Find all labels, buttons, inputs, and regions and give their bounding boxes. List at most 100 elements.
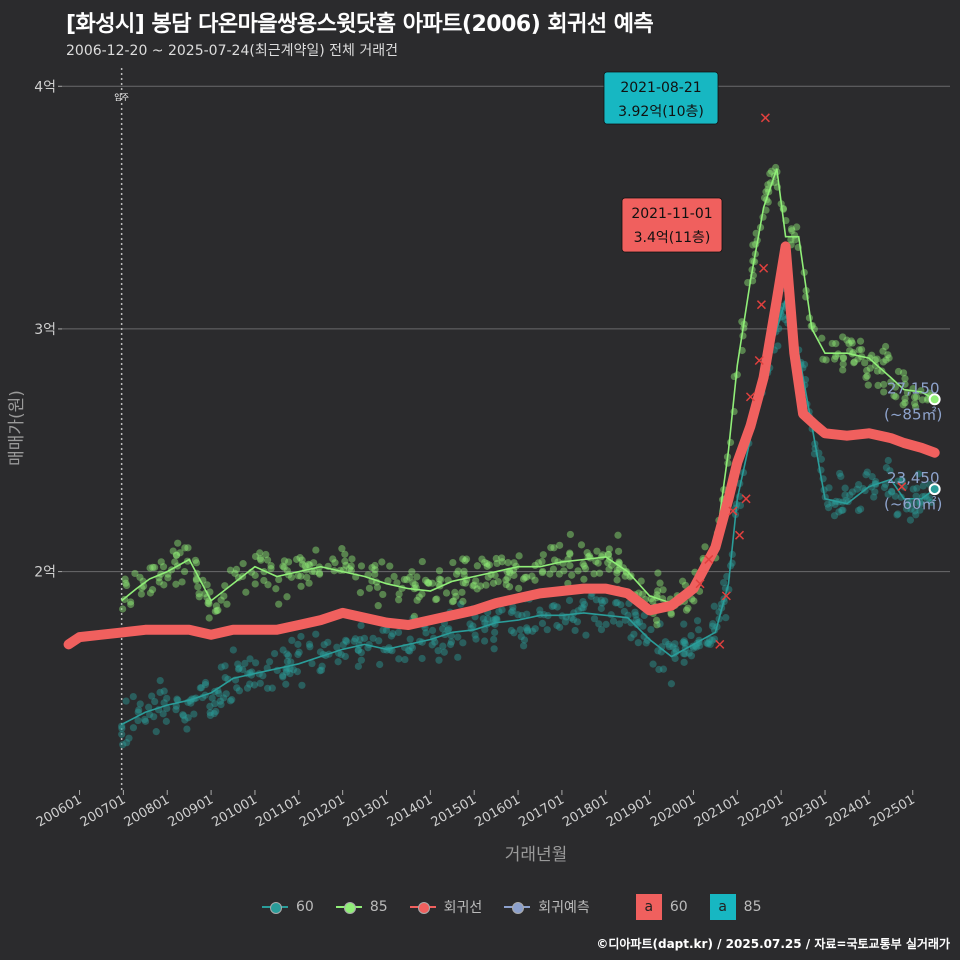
scatter-point-60 <box>333 643 341 651</box>
legend-label-60: 60 <box>296 899 314 915</box>
scatter-point-85 <box>866 364 874 372</box>
scatter-point-85 <box>868 351 876 359</box>
scatter-point-60 <box>655 665 663 674</box>
scatter-point-85 <box>880 380 888 389</box>
scatter-point-85 <box>221 582 229 590</box>
scatter-point-85 <box>864 381 872 389</box>
scatter-point-85 <box>205 600 213 608</box>
scatter-point-60 <box>472 635 480 643</box>
scatter-point-85 <box>220 592 228 600</box>
x-tick-label: 200601 <box>34 792 84 830</box>
scatter-point-60 <box>394 628 403 637</box>
scatter-point-85 <box>461 557 469 565</box>
scatter-point-85 <box>637 577 645 585</box>
scatter-point-85 <box>613 576 621 584</box>
x-tick-label: 202301 <box>780 792 830 830</box>
scatter-point-60 <box>571 626 579 635</box>
scatter-point-60 <box>234 660 242 668</box>
scatter-point-60 <box>306 643 314 651</box>
scatter-point-85 <box>846 347 854 355</box>
scatter-point-60 <box>404 646 413 655</box>
scatter-point-85 <box>539 551 547 559</box>
scatter-point-85 <box>585 552 594 560</box>
scatter-point-60 <box>498 606 506 614</box>
scatter-point-85 <box>172 551 181 559</box>
scatter-point-85 <box>283 593 291 601</box>
legend-label-forecast: 회귀예측 <box>538 900 590 916</box>
scatter-point-60 <box>602 620 610 628</box>
scatter-point-60 <box>187 699 195 707</box>
scatter-point-60 <box>305 640 314 648</box>
scatter-point-85 <box>371 570 379 578</box>
scatter-point-60 <box>125 734 133 742</box>
scatter-point-60 <box>839 506 847 514</box>
scatter-point-85 <box>654 569 662 577</box>
scatter-point-60 <box>703 639 711 647</box>
scatter-point-85 <box>452 592 460 600</box>
scatter-point-85 <box>858 345 866 354</box>
scatter-point-85 <box>174 539 182 547</box>
scatter-point-60 <box>630 630 638 638</box>
scatter-point-85 <box>305 579 313 587</box>
scatter-point-85 <box>315 569 324 577</box>
scatter-point-85 <box>881 342 890 351</box>
scatter-point-60 <box>693 617 702 625</box>
scatter-point-85 <box>408 568 416 576</box>
scatter-point-85 <box>690 597 698 605</box>
scatter-point-85 <box>459 555 467 563</box>
scatter-point-85 <box>194 583 202 591</box>
scatter-point-60 <box>894 477 902 485</box>
scatter-point-85 <box>482 581 490 589</box>
scatter-point-85 <box>160 581 168 589</box>
scatter-point-85 <box>171 558 179 566</box>
scatter-point-85 <box>521 573 529 581</box>
scatter-point-85 <box>306 561 314 569</box>
scatter-point-60 <box>831 500 839 508</box>
scatter-point-60 <box>208 694 216 702</box>
scatter-point-60 <box>221 674 229 682</box>
scatter-point-60 <box>119 741 127 749</box>
scatter-point-60 <box>904 499 912 507</box>
x-axis-title: 거래년월 <box>505 845 568 865</box>
scatter-point-60 <box>282 680 290 688</box>
scatter-point-85 <box>297 572 305 580</box>
scatter-point-85 <box>791 236 799 244</box>
scatter-point-85 <box>373 583 382 591</box>
scatter-point-60 <box>481 619 489 627</box>
high-deal-marker <box>734 530 745 540</box>
high-deal-marker <box>695 579 705 589</box>
scatter-point-60 <box>201 681 210 689</box>
scatter-point-85 <box>284 558 293 566</box>
scatter-point-60 <box>422 629 430 637</box>
overlay-marks: 27,150 (~85㎡) 23,450 (~60㎡) 2021-08-21 3.92억(… <box>603 71 942 649</box>
scatter-point-60 <box>536 606 544 614</box>
scatter-point-60 <box>862 471 870 479</box>
scatter-point-60 <box>665 643 673 651</box>
scatter-point-85 <box>257 556 265 564</box>
scatter-point-85 <box>262 550 270 559</box>
scatter-point-85 <box>659 586 667 594</box>
scatter-point-85 <box>374 602 382 610</box>
callout-box <box>603 71 719 125</box>
scatter-points <box>118 163 936 749</box>
scatter-point-60 <box>217 701 225 709</box>
scatter-point-60 <box>884 490 892 498</box>
scatter-point-60 <box>573 618 582 626</box>
scatter-point-85 <box>489 579 498 587</box>
scatter-point-85 <box>303 573 311 581</box>
scatter-point-60 <box>671 640 679 648</box>
scatter-point-85 <box>315 570 324 578</box>
scatter-point-85 <box>855 346 863 354</box>
scatter-point-60 <box>672 645 680 653</box>
callout-price: 3.4억(11층) <box>634 230 711 246</box>
scatter-point-85 <box>298 560 306 568</box>
scatter-point-85 <box>347 562 355 570</box>
scatter-point-85 <box>595 569 604 577</box>
scatter-point-85 <box>911 399 919 407</box>
scatter-point-60 <box>893 511 901 519</box>
scatter-point-85 <box>911 393 919 401</box>
scatter-point-85 <box>256 549 264 557</box>
scatter-point-85 <box>267 562 275 570</box>
scatter-point-60 <box>689 644 698 652</box>
scatter-point-85 <box>146 564 154 572</box>
